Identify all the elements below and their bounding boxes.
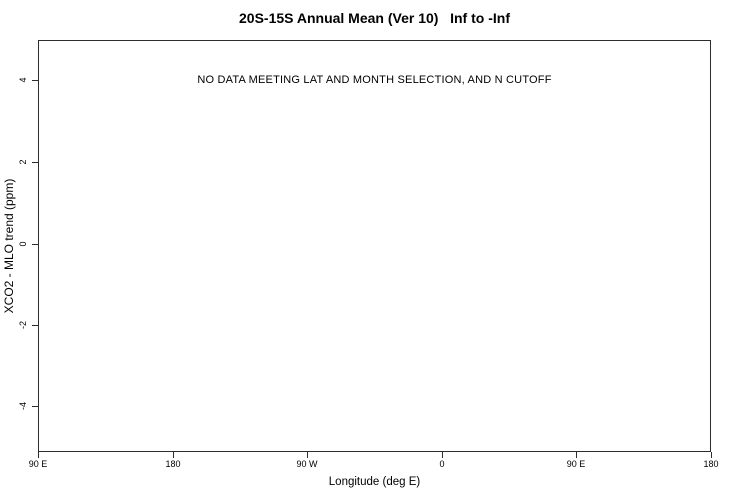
x-tick-mark [306, 452, 308, 458]
x-tick-label: 0 [439, 459, 445, 469]
y-axis-title: XCO2 - MLO trend (ppm) [2, 178, 16, 314]
x-tick-mark [575, 452, 577, 458]
y-tick-label: 2 [18, 159, 28, 165]
x-tick-label: 90 E [566, 459, 586, 469]
y-tick-label: 0 [18, 241, 28, 247]
y-tick-label: -4 [18, 401, 28, 411]
x-tick-90e-right: 90 E [546, 452, 606, 469]
x-tick-mark [441, 452, 443, 458]
x-tick-90e-left: 90 E [8, 452, 68, 469]
x-tick-label: 90 E [28, 459, 48, 469]
y-tick-mark [32, 161, 38, 163]
x-tick-label: 180 [703, 459, 719, 469]
x-axis-title: Longitude (deg E) [328, 476, 421, 488]
x-tick-180-right: 180 [681, 452, 741, 469]
x-tick-180-left: 180 [143, 452, 203, 469]
y-tick-mark [32, 324, 38, 326]
x-tick-mark [37, 452, 39, 458]
y-tick-mark [32, 405, 38, 407]
x-tick-label: 90 W [296, 459, 318, 469]
x-tick-mark [710, 452, 712, 458]
y-tick-label: -2 [18, 320, 28, 330]
x-tick-90w: 90 W [277, 452, 337, 469]
x-tick-label: 180 [165, 459, 181, 469]
chart-title: 20S-15S Annual Mean (Ver 10) Inf to -Inf [239, 10, 510, 26]
x-tick-mark [172, 452, 174, 458]
y-tick-mark [32, 79, 38, 81]
plot-area: NO DATA MEETING LAT AND MONTH SELECTION,… [38, 40, 711, 452]
no-data-message: NO DATA MEETING LAT AND MONTH SELECTION,… [197, 74, 552, 86]
x-tick-0: 0 [412, 452, 472, 469]
y-tick-label: 4 [18, 77, 28, 83]
y-tick-mark [32, 243, 38, 245]
